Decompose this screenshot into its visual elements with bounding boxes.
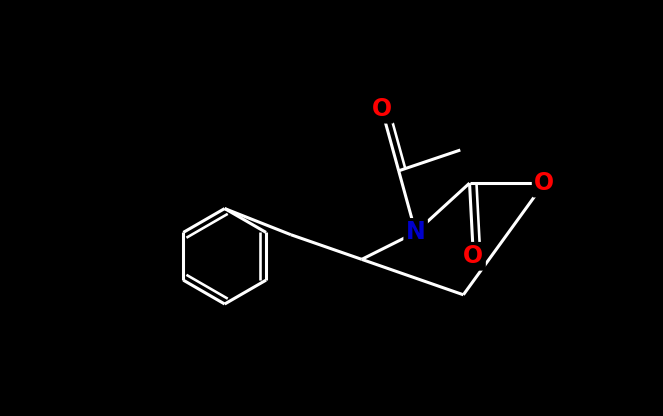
Text: N: N <box>406 220 426 245</box>
Text: O: O <box>534 171 554 195</box>
Text: O: O <box>372 97 392 121</box>
Text: O: O <box>463 244 483 268</box>
